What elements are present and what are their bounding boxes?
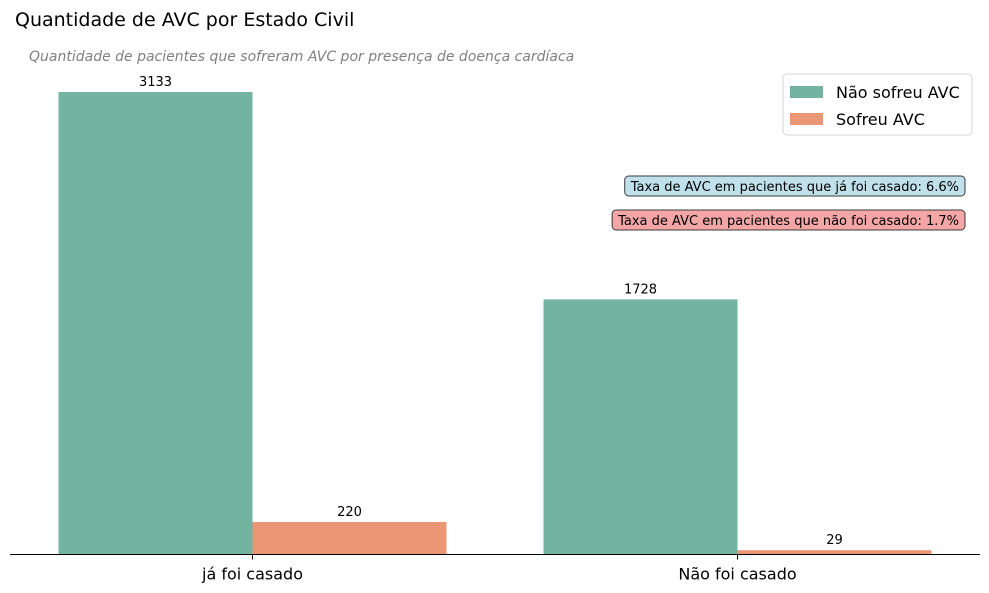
- legend-swatch-sofreu-avc: [790, 113, 823, 125]
- data-label-sofreu-avc-nao-foi-casado: 29: [826, 533, 843, 548]
- bars-group: 3133 220 1728 29: [58, 75, 932, 555]
- data-label-nao-sofreu-avc-nao-foi-casado: 1728: [624, 282, 657, 297]
- annotation-box-1: [624, 175, 966, 197]
- data-label-nao-sofreu-avc-ja-foi-casado: 3133: [139, 75, 172, 90]
- legend: Não sofreu AVC Sofreu AVC: [782, 73, 973, 136]
- chart-title: Quantidade de AVC por Estado Civil: [15, 9, 354, 31]
- data-label-sofreu-avc-ja-foi-casado: 220: [337, 505, 362, 520]
- legend-swatch-nao-sofreu-avc: [790, 86, 823, 98]
- bar-sofreu-avc-nao-foi-casado: [737, 550, 932, 555]
- legend-label-sofreu-avc: Sofreu AVC: [836, 110, 925, 129]
- x-tick-label-nao-foi-casado: Não foi casado: [678, 565, 796, 584]
- x-tick-label-ja-foi-casado: já foi casado: [201, 565, 303, 584]
- bar-sofreu-avc-ja-foi-casado: [252, 522, 447, 555]
- annotations-group: Taxa de AVC em pacientes que já foi casa…: [611, 175, 966, 231]
- x-ticks-group: já foi casado Não foi casado: [201, 554, 797, 584]
- annotation-text-2: Taxa de AVC em pacientes que não foi cas…: [617, 214, 959, 229]
- chart-subtitle: Quantidade de pacientes que sofreram AVC…: [29, 49, 574, 65]
- annotation-1: Taxa de AVC em pacientes que já foi casa…: [624, 175, 966, 197]
- bar-nao-sofreu-avc-ja-foi-casado: [58, 92, 253, 555]
- annotation-text-1: Taxa de AVC em pacientes que já foi casa…: [630, 180, 959, 195]
- annotation-box-2: [611, 209, 966, 231]
- legend-label-nao-sofreu-avc: Não sofreu AVC: [836, 83, 960, 102]
- legend-frame: [782, 73, 973, 136]
- bar-nao-sofreu-avc-nao-foi-casado: [543, 299, 738, 555]
- annotation-2: Taxa de AVC em pacientes que não foi cas…: [611, 209, 966, 231]
